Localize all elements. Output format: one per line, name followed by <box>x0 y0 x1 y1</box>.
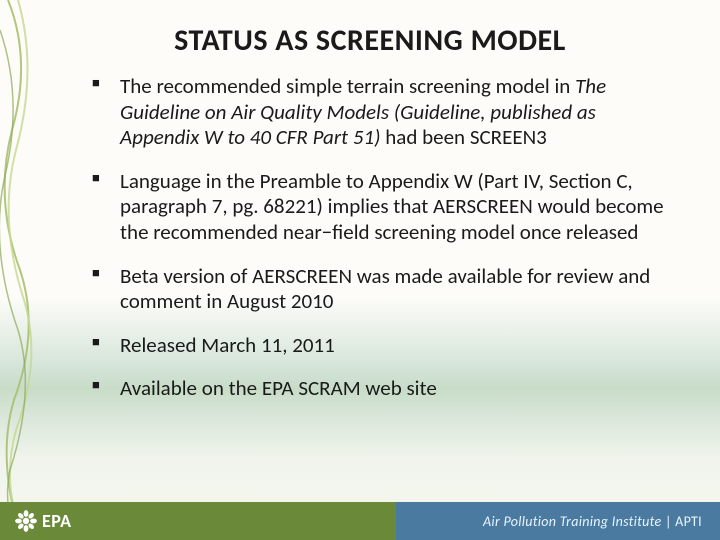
bullet-text-pre: Available on the EPA SCRAM web site <box>120 375 437 401</box>
bullet-item: Beta version of AERSCREEN was made avail… <box>92 264 674 315</box>
bullet-list: The recommended simple terrain screening… <box>92 74 674 420</box>
footer-bar: EPA Air Pollution Training Institute | A… <box>0 502 720 540</box>
apti-label: Air Pollution Training Institute | APTI <box>483 513 702 530</box>
apti-suffix: | APTI <box>662 513 703 530</box>
epa-logo: EPA <box>14 509 72 533</box>
slide-root: STATUS AS SCREENING MODEL The recommende… <box>0 0 720 540</box>
slide-title: STATUS AS SCREENING MODEL <box>60 22 680 59</box>
bullet-text-post: had been SCREEN3 <box>385 124 547 150</box>
epa-flower-icon <box>14 509 38 533</box>
bullet-item: Available on the EPA SCRAM web site <box>92 376 674 402</box>
bullet-item: Language in the Preamble to Appendix W (… <box>92 169 674 246</box>
apti-full: Air Pollution Training Institute <box>483 513 661 530</box>
bullet-text-pre: Language in the Preamble to Appendix W (… <box>120 168 664 245</box>
bullet-text-pre: Released March 11, 2011 <box>120 332 335 358</box>
epa-text: EPA <box>42 510 72 532</box>
bullet-item: The recommended simple terrain screening… <box>92 74 674 151</box>
bullet-text-pre: The recommended simple terrain screening… <box>120 73 575 99</box>
bullet-text-pre: Beta version of AERSCREEN was made avail… <box>120 263 650 315</box>
bullet-item: Released March 11, 2011 <box>92 333 674 359</box>
side-swirl-art <box>0 0 40 540</box>
